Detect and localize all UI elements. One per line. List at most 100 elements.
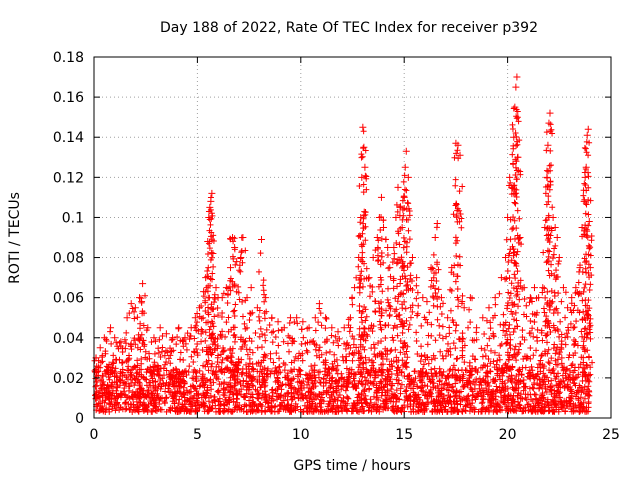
data-point-fill: [527, 318, 534, 325]
baseline-point: [378, 392, 385, 399]
baseline-point: [509, 400, 516, 407]
baseline-point: [522, 404, 529, 411]
baseline-point: [448, 408, 455, 415]
baseline-point: [177, 349, 184, 356]
data-point-fill: [215, 312, 222, 319]
data-point-fill: [318, 322, 325, 329]
data-point-fill: [400, 291, 407, 298]
baseline-point: [301, 402, 308, 409]
data-point-fill: [466, 359, 473, 366]
baseline-point: [153, 394, 160, 401]
data-point-fill: [562, 334, 569, 341]
data-point-fill: [242, 297, 249, 304]
data-point-fill: [519, 334, 526, 341]
y-tick-label: 0.06: [53, 291, 84, 307]
baseline-point: [505, 403, 512, 410]
data-point: [208, 189, 216, 197]
data-point-fill: [399, 329, 406, 336]
data-point-fill: [359, 258, 366, 265]
baseline-point: [177, 390, 184, 397]
data-point-fill: [243, 324, 250, 331]
data-point-fill: [443, 347, 450, 354]
data-point-fill: [403, 249, 410, 256]
data-point-fill: [486, 335, 493, 342]
baseline-point: [392, 403, 399, 410]
data-point-fill: [370, 341, 377, 348]
data-point-fill: [515, 349, 522, 356]
data-point-fill: [383, 307, 390, 314]
baseline-point: [406, 392, 413, 399]
baseline-point: [274, 375, 281, 382]
data-point-fill: [434, 316, 441, 323]
data-point-fill: [406, 321, 413, 328]
data-point-fill: [278, 327, 285, 334]
data-point-fill: [151, 364, 158, 371]
baseline-point: [162, 394, 169, 401]
data-point-fill: [548, 126, 555, 133]
data-point-fill: [505, 289, 512, 296]
baseline-point: [269, 393, 276, 400]
data-point-fill: [360, 181, 367, 188]
baseline-point: [494, 386, 501, 393]
data-point-fill: [583, 312, 590, 319]
data-point-fill: [585, 211, 592, 218]
data-point-fill: [536, 361, 543, 368]
baseline-point: [258, 408, 265, 415]
baseline-point: [255, 395, 262, 402]
data-point: [209, 250, 217, 258]
data-point-fill: [180, 336, 187, 343]
data-point-fill: [515, 346, 522, 353]
data-point-fill: [169, 336, 176, 343]
baseline-point: [370, 365, 377, 372]
data-point-fill: [434, 261, 441, 268]
data-point-fill: [574, 342, 581, 349]
baseline-point: [248, 366, 255, 373]
baseline-point: [541, 408, 548, 415]
baseline-point: [231, 372, 238, 379]
baseline-point: [258, 368, 265, 375]
baseline-point: [436, 408, 443, 415]
data-point-fill: [513, 194, 520, 201]
baseline-point: [378, 361, 385, 368]
data-point-fill: [580, 288, 587, 295]
data-point-fill: [587, 244, 594, 251]
data-point-fill: [360, 364, 367, 371]
data-point-fill: [308, 363, 315, 370]
baseline-point: [444, 373, 451, 380]
baseline-point: [223, 401, 230, 408]
data-point-fill: [398, 254, 405, 261]
data-point-fill: [362, 306, 369, 313]
data-point-fill: [222, 333, 229, 340]
baseline-point: [129, 366, 136, 373]
baseline-point: [430, 384, 437, 391]
baseline-point: [405, 393, 412, 400]
baseline-point: [343, 365, 350, 372]
baseline-point: [239, 365, 246, 372]
baseline-point: [314, 393, 321, 400]
baseline-point: [203, 377, 210, 384]
baseline-point: [186, 408, 193, 415]
data-point: [572, 284, 580, 292]
baseline-point: [178, 383, 185, 390]
baseline-point: [342, 387, 349, 394]
baseline-point: [245, 381, 252, 388]
data-point-fill: [388, 358, 395, 365]
data-point-fill: [570, 336, 577, 343]
baseline-point: [215, 405, 222, 412]
baseline-point: [373, 401, 380, 408]
data-point-fill: [447, 307, 454, 314]
data-point-fill: [219, 309, 226, 316]
baseline-point: [306, 405, 313, 412]
data-point-fill: [580, 364, 587, 371]
baseline-point: [302, 371, 309, 378]
baseline-point: [412, 375, 419, 382]
data-point-fill: [409, 302, 416, 309]
data-point-fill: [400, 323, 407, 330]
baseline-point: [410, 389, 417, 396]
baseline-point: [249, 391, 256, 398]
baseline-point: [393, 408, 400, 415]
baseline-point: [193, 390, 200, 397]
baseline-point: [244, 380, 251, 387]
baseline-point: [214, 388, 221, 395]
baseline-point: [148, 338, 155, 345]
